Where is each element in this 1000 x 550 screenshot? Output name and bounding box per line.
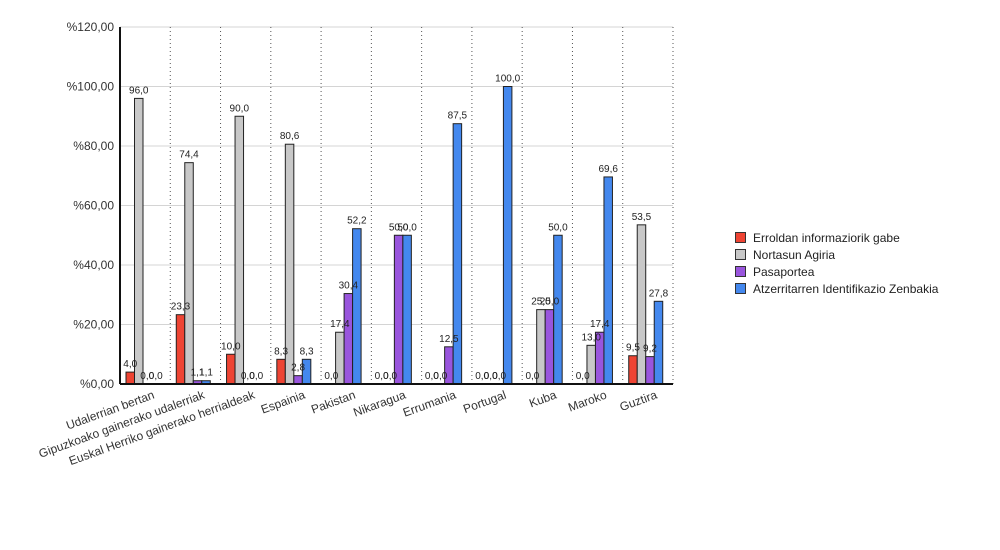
x-category-label: Kuba xyxy=(527,388,558,411)
bar-value-label: 69,6 xyxy=(598,164,618,175)
bar-value-label: 30,4 xyxy=(339,281,359,292)
legend-label: Pasaportea xyxy=(753,264,815,279)
bar-value-label: 25,0 xyxy=(531,297,551,308)
bar-value-label: 0,0 xyxy=(484,371,498,382)
y-tick-label: %20,00 xyxy=(73,318,114,332)
value-labels: 4,023,310,0 8,30,0 0,0 0,0 0,0 0,0 0,09,596,07… xyxy=(123,74,668,383)
bar-value-label: 100,0 xyxy=(495,74,520,85)
bar-value-label: 50,0 xyxy=(548,222,568,233)
legend-item-aiz: Atzerritarren Identifikazio Zenbakia xyxy=(735,280,938,297)
bar xyxy=(645,356,655,385)
bar xyxy=(502,86,513,385)
bar-value-label: 0,0 xyxy=(525,371,539,382)
x-category-label: Guztira xyxy=(618,388,659,414)
y-tick-label: %80,00 xyxy=(73,139,114,153)
bar-value-label: 0,0 xyxy=(425,371,439,382)
y-tick-label: %60,00 xyxy=(73,199,114,213)
x-category-label: Maroko xyxy=(566,388,609,415)
y-tick-label: %40,00 xyxy=(73,258,114,272)
bar-value-label: 9,2 xyxy=(643,344,657,355)
bar xyxy=(343,293,354,385)
bar xyxy=(393,234,404,385)
legend: Erroldan informaziorik gabe Nortasun Agi… xyxy=(735,229,938,297)
bar-value-label: 74,4 xyxy=(179,150,199,161)
bar-value-label: 1,1 xyxy=(199,368,213,379)
bar-value-label: 2,8 xyxy=(291,363,305,374)
bar-value-label: 1,1 xyxy=(191,368,205,379)
bar xyxy=(276,358,286,385)
bar-value-label: 0,0 xyxy=(375,371,389,382)
bar xyxy=(603,176,613,385)
bar-value-label: 13,0 xyxy=(581,332,601,343)
bar xyxy=(134,97,144,385)
grid-lines xyxy=(120,26,674,384)
bar-value-label: 9,5 xyxy=(626,343,640,354)
legend-swatch xyxy=(735,232,746,243)
legend-label: Atzerritarren Identifikazio Zenbakia xyxy=(753,281,939,296)
x-category-label: Espainia xyxy=(259,388,307,417)
bar-value-label: 0,0 xyxy=(475,371,489,382)
bar-value-label: 87,5 xyxy=(448,111,468,122)
bar xyxy=(184,162,194,385)
bar-value-label: 0,0 xyxy=(576,371,590,382)
bar xyxy=(402,234,412,385)
bar-value-label: 0,0 xyxy=(324,371,338,382)
bar-value-label: 8,3 xyxy=(300,346,314,357)
legend-swatch xyxy=(735,283,746,294)
bar-value-label: 27,8 xyxy=(649,288,669,299)
bar xyxy=(628,355,638,385)
bar xyxy=(636,224,647,385)
bar-value-label: 96,0 xyxy=(129,85,149,96)
bar xyxy=(553,234,563,385)
bar-value-label: 52,2 xyxy=(347,216,367,227)
legend-item-pasaportea: Pasaportea xyxy=(735,263,938,280)
legend-label: Nortasun Agiria xyxy=(753,247,836,262)
bar-value-label: 53,5 xyxy=(632,212,652,223)
bar-value-label: 25,0 xyxy=(540,297,560,308)
bar-value-label: 50,0 xyxy=(397,222,417,233)
bar xyxy=(352,228,362,385)
x-category-label: Nikaragua xyxy=(351,388,407,420)
bar xyxy=(175,314,186,385)
y-tick-label: %120,00 xyxy=(67,20,115,34)
bar-value-label: 0,0 xyxy=(149,371,163,382)
bar-value-label: 0,0 xyxy=(249,371,263,382)
y-tick-label: %0,00 xyxy=(80,377,114,391)
legend-item-nortasun: Nortasun Agiria xyxy=(735,246,938,263)
bar-value-label: 90,0 xyxy=(230,103,250,114)
legend-item-erroldan: Erroldan informaziorik gabe xyxy=(735,229,938,246)
bar-value-label: 0,0 xyxy=(241,371,255,382)
bar xyxy=(452,123,463,385)
legend-label: Erroldan informaziorik gabe xyxy=(753,230,900,245)
legend-swatch xyxy=(735,249,746,260)
y-tick-label: %100,00 xyxy=(67,80,115,94)
bar-value-label: 12,5 xyxy=(439,334,459,345)
bar-value-label: 8,3 xyxy=(274,346,288,357)
axes xyxy=(119,27,673,385)
bar xyxy=(293,375,303,385)
bar-value-label: 0,0 xyxy=(492,371,506,382)
bar-value-label: 23,3 xyxy=(171,302,191,313)
bar xyxy=(125,371,135,385)
bar xyxy=(544,309,555,385)
bar-value-label: 17,4 xyxy=(330,319,350,330)
y-tick-labels: %0,00 %20,00 %40,00 %60,00 %80,00 %100,00 %120… xyxy=(67,20,115,391)
bar-value-label: 0,0 xyxy=(433,371,447,382)
x-category-label: Errumania xyxy=(401,388,458,420)
legend-swatch xyxy=(735,266,746,277)
bar-value-label: 17,4 xyxy=(590,319,610,330)
bar-value-label: 4,0 xyxy=(123,359,137,370)
x-category-label: Pakistan xyxy=(309,388,357,417)
bar-value-label: 0,0 xyxy=(383,371,397,382)
bars xyxy=(125,86,664,385)
bar-value-label: 10,0 xyxy=(221,341,241,352)
bar-value-label: 50,0 xyxy=(389,222,409,233)
bar-value-label: 80,6 xyxy=(280,131,300,142)
x-category-label: Portugal xyxy=(461,388,508,416)
bar xyxy=(226,353,236,385)
bar-value-label: 0,0 xyxy=(140,371,154,382)
